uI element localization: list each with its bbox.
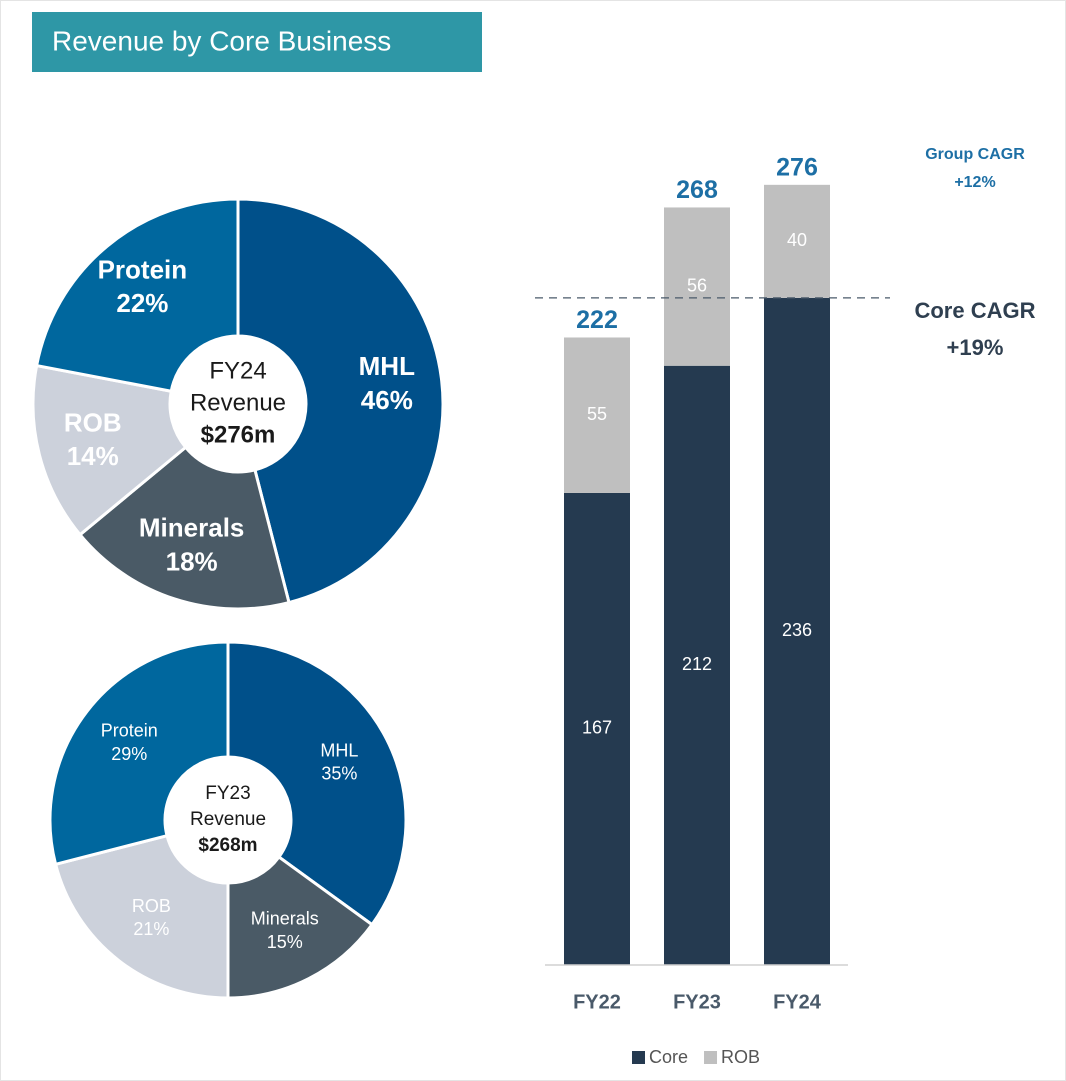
bar-total-label: 276 [776,153,818,181]
slice-value-label: 14% [67,441,119,471]
bar-segment-label: 56 [687,275,707,295]
slice-category-label: MHL [320,740,358,760]
core-cagr-value: +19% [947,335,1004,360]
slice-value-label: 15% [267,932,303,952]
bar-total-label: 222 [576,306,618,334]
bar-segment [564,492,630,965]
slice-value-label: 46% [361,385,413,415]
donut-slice [48,640,230,867]
core-cagr-label: Core CAGR [914,298,1035,323]
slice-value-label: 18% [166,546,218,576]
bar-segment-label: 55 [587,404,607,424]
x-tick-label: FY23 [673,991,721,1013]
donut-hole [165,757,291,883]
bar-total-label: 268 [676,176,718,204]
group-cagr-value: +12% [954,174,995,191]
legend-swatch [704,1051,718,1064]
donut-center-text: FY23 [205,783,250,804]
slice-category-label: Minerals [251,908,319,928]
slice-category-label: Protein [98,254,188,284]
bar-segment [664,365,730,965]
slice-category-label: ROB [64,407,122,437]
donut-center-text: FY24 [209,357,266,384]
donut-center-text: Revenue [190,389,286,416]
bar-segment [564,337,630,493]
legend-swatch [632,1051,645,1064]
slice-category-label: MHL [359,351,415,381]
bar-segment [764,297,830,965]
donut-hole [170,336,306,472]
donut-center-text: $276m [201,421,276,448]
legend-label: Core [649,1047,688,1067]
bar-segment [664,207,730,366]
bar-segment [764,184,830,298]
x-tick-label: FY22 [573,991,621,1013]
slice-category-label: ROB [132,896,171,916]
bar-segment-label: 236 [782,620,812,640]
slice-value-label: 35% [321,764,357,784]
bar-segment-label: 212 [682,654,712,674]
donut-center-text: Revenue [190,809,266,830]
bar-segment-label: 40 [787,230,807,250]
bar-segment-label: 167 [582,718,612,738]
donut-center-text: $268m [198,835,257,856]
slice-category-label: Minerals [139,513,245,543]
slice-category-label: Protein [101,720,158,740]
legend-label: ROB [721,1047,760,1067]
x-tick-label: FY24 [773,991,822,1013]
slice-value-label: 22% [116,288,168,318]
slice-value-label: 21% [133,919,169,939]
header-banner [32,12,482,72]
header-title: Revenue by Core Business [52,25,391,56]
slice-value-label: 29% [111,744,147,764]
group-cagr-label: Group CAGR [925,146,1025,163]
